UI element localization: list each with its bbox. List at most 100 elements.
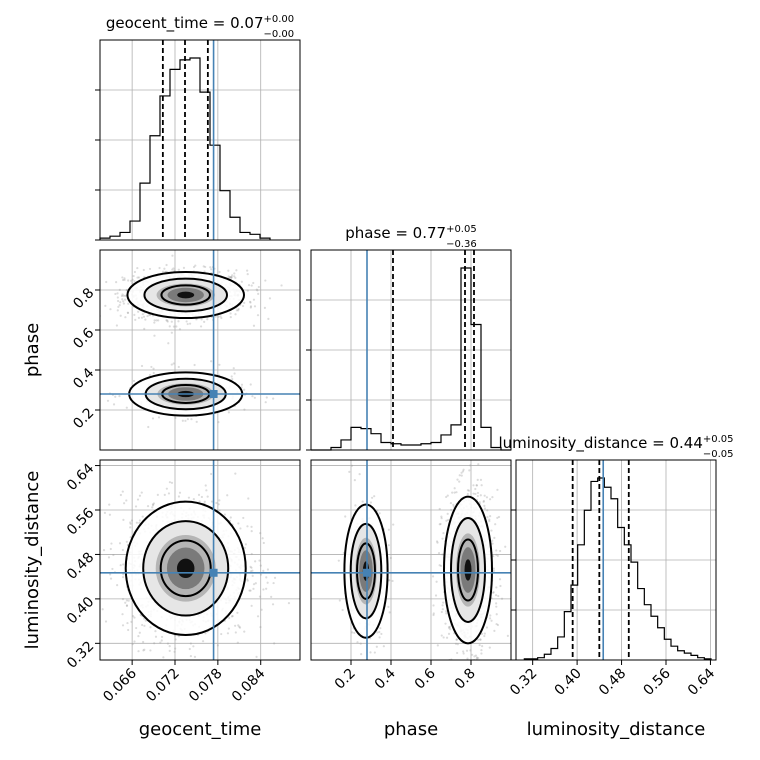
sample-point	[138, 519, 141, 522]
sample-point	[454, 642, 458, 645]
sample-point	[104, 304, 107, 307]
sample-point	[479, 638, 482, 641]
sample-point	[134, 318, 137, 321]
sample-point	[125, 604, 129, 608]
sample-point	[243, 630, 246, 633]
sample-point	[166, 661, 168, 663]
sample-point	[262, 588, 265, 591]
sample-point	[280, 284, 283, 287]
sample-point	[141, 313, 144, 316]
sample-point	[244, 543, 247, 546]
sample-point	[91, 523, 93, 525]
sample-point	[376, 631, 379, 634]
sample-point	[473, 655, 476, 658]
sample-point	[136, 266, 139, 270]
sample-point	[227, 275, 230, 278]
sample-point	[445, 636, 449, 639]
sample-point	[370, 496, 374, 499]
sample-point	[270, 595, 273, 598]
sample-point	[144, 619, 147, 622]
sample-point	[252, 281, 255, 285]
sample-point	[215, 501, 218, 505]
sample-point	[152, 367, 155, 370]
sample-point	[133, 270, 137, 274]
sample-point	[210, 360, 213, 363]
sample-point	[125, 599, 129, 602]
sample-point	[387, 528, 390, 531]
sample-point	[97, 613, 99, 615]
sample-point	[495, 602, 498, 605]
sample-point	[109, 573, 112, 576]
sample-point	[131, 278, 134, 281]
sample-point	[240, 383, 244, 386]
sample-point	[472, 661, 474, 663]
sample-point	[125, 499, 128, 502]
y-tick-label: 0.4	[70, 365, 97, 392]
sample-point	[115, 281, 118, 284]
sample-point	[150, 365, 153, 369]
sample-point	[156, 493, 159, 496]
sample-point	[499, 549, 502, 553]
sample-point	[231, 274, 234, 277]
sample-point	[103, 511, 107, 514]
sample-point	[486, 509, 489, 512]
sample-point	[475, 484, 478, 487]
sample-point	[249, 565, 252, 568]
sample-point	[186, 418, 189, 421]
sample-point	[151, 417, 155, 420]
sample-point	[243, 408, 246, 411]
sample-point	[151, 504, 155, 507]
sample-point	[200, 318, 203, 321]
panel-content	[311, 460, 511, 663]
sample-point	[354, 504, 357, 507]
sample-point	[495, 613, 498, 616]
sample-point	[192, 265, 196, 269]
sample-point	[177, 495, 181, 498]
sample-point	[178, 328, 182, 331]
sample-point	[233, 275, 236, 278]
panel-content	[91, 460, 300, 663]
sample-point	[112, 553, 115, 557]
sample-point	[153, 642, 156, 645]
sample-point	[464, 661, 466, 663]
sample-point	[170, 331, 173, 334]
sample-point	[462, 468, 465, 471]
sample-point	[483, 494, 486, 497]
sample-point	[249, 570, 253, 573]
sample-point	[266, 581, 269, 584]
sample-point	[373, 651, 376, 654]
sample-point	[97, 291, 99, 293]
sample-point	[435, 540, 439, 543]
sample-point	[369, 501, 373, 504]
title-sup: +0.05	[703, 434, 734, 445]
sample-point	[132, 379, 136, 383]
sample-point	[378, 512, 381, 515]
sample-point	[256, 289, 259, 292]
sample-point	[105, 280, 108, 284]
sample-point	[234, 472, 237, 475]
sample-point	[121, 298, 124, 301]
sample-point	[154, 630, 157, 633]
sample-point	[456, 651, 459, 655]
y-axis-label-luminosity_distance: luminosity_distance	[22, 471, 43, 650]
sample-point	[254, 560, 257, 563]
sample-point	[210, 500, 214, 503]
sample-point	[253, 396, 256, 399]
sample-point	[476, 478, 479, 481]
sample-point	[124, 294, 127, 298]
sample-point	[337, 559, 340, 562]
sample-point	[472, 492, 475, 495]
sample-point	[131, 615, 135, 618]
contour-1	[349, 522, 383, 620]
sample-point	[168, 645, 171, 648]
sample-point	[441, 537, 444, 540]
sample-point	[388, 611, 391, 614]
sample-point	[235, 269, 238, 272]
sample-point	[379, 627, 382, 630]
sample-point	[214, 315, 217, 318]
sample-point	[382, 645, 385, 648]
sample-point	[204, 484, 207, 487]
sample-point	[137, 634, 140, 638]
sample-point	[273, 642, 276, 645]
